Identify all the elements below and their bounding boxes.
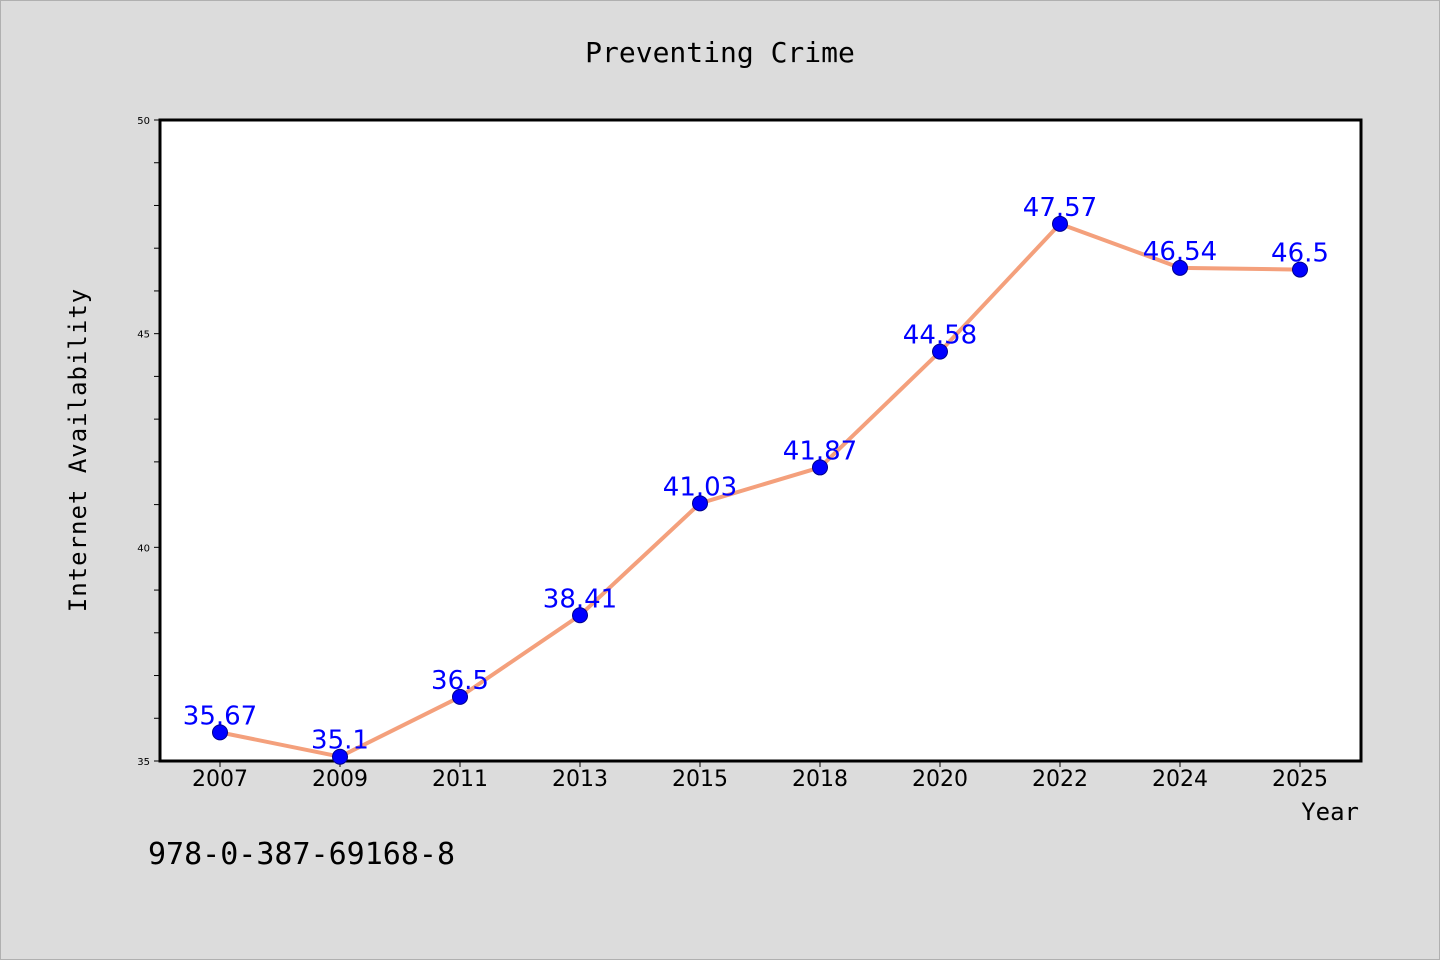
data-point [1292, 261, 1308, 278]
data-point [692, 495, 708, 512]
chart-title: Preventing Crime [585, 36, 855, 69]
series-line [218, 221, 1302, 759]
y-axis: 35 40 45 50 [137, 116, 160, 768]
x-tick-label: 2020 [912, 767, 968, 792]
y-axis-label: Internet Availability [64, 288, 92, 612]
y-tick-label: 40 [137, 543, 150, 554]
data-label: 44.58 [903, 321, 977, 351]
y-tick-label: 45 [137, 330, 150, 341]
data-point [572, 607, 588, 624]
x-tick-label: 2024 [1152, 767, 1208, 792]
x-axis-label: Year [1301, 798, 1359, 826]
x-tick-label: 2022 [1032, 767, 1088, 792]
x-tick-label: 2025 [1272, 767, 1328, 792]
data-point [1172, 259, 1188, 276]
data-points [212, 215, 1308, 765]
data-point [332, 748, 348, 765]
x-tick-label: 2015 [672, 767, 728, 792]
x-tick-label: 2007 [192, 767, 248, 792]
data-label: 46.54 [1143, 237, 1217, 267]
y-tick-label: 50 [137, 116, 150, 127]
data-label: 35.1 [311, 726, 369, 756]
x-axis: 2007 2009 2011 2013 2015 2018 2020 2022 2024 2025 [192, 761, 1328, 792]
data-label: 41.87 [783, 436, 857, 466]
data-point [452, 688, 468, 705]
footer-isbn: 978-0-387-69168-8 [148, 837, 455, 872]
data-label: 47.57 [1023, 193, 1097, 223]
data-label: 46.5 [1271, 239, 1329, 269]
data-point [812, 459, 828, 476]
y-tick-label: 35 [137, 757, 150, 768]
data-label: 36.5 [431, 666, 489, 696]
x-tick-label: 2011 [432, 767, 488, 792]
data-label: 41.03 [663, 472, 737, 502]
data-point [212, 724, 228, 741]
plot-area [158, 118, 1363, 763]
x-tick-label: 2013 [552, 767, 608, 792]
data-labels: 35.67 35.1 36.5 38.41 41.03 41.87 44.58 47.57 46… [183, 193, 1329, 756]
x-tick-label: 2018 [792, 767, 848, 792]
data-label: 38.41 [543, 584, 617, 614]
data-label: 35.67 [183, 701, 257, 731]
x-tick-label: 2009 [312, 767, 368, 792]
data-point [1052, 215, 1068, 232]
data-point [932, 343, 948, 360]
